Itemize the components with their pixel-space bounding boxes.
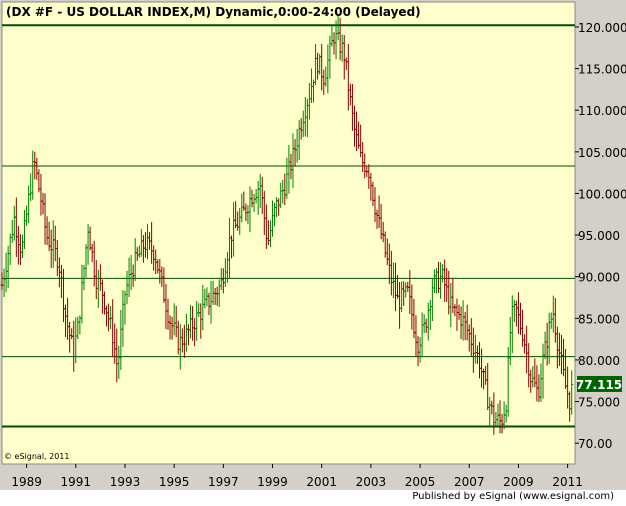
y-tick-label: 115.000 — [578, 63, 626, 77]
watermark: © eSignal, 2011 — [4, 452, 69, 461]
y-tick-label: 100.000 — [578, 187, 626, 201]
y-tick-label: 105.000 — [578, 146, 626, 160]
y-tick-label: 90.000 — [578, 271, 620, 285]
x-axis-ticks: 1989 1991 1993 1995 1997 1999 2001 2003 2005 2007… — [11, 464, 583, 489]
y-tick-label: 70.00 — [578, 437, 612, 451]
price-bars — [0, 14, 574, 435]
x-tick-label: 1993 — [110, 475, 141, 489]
x-tick-label: 1991 — [61, 475, 92, 489]
last-value-text: 77.115 — [576, 378, 622, 392]
x-tick-label: 2011 — [552, 475, 583, 489]
ohlc-bar — [570, 370, 574, 415]
y-tick-label: 80.000 — [578, 354, 620, 368]
x-tick-label: 1995 — [159, 475, 190, 489]
last-value-box — [577, 375, 622, 392]
x-tick-label: 1989 — [11, 475, 42, 489]
footer-bar: Published by eSignal (www.esignal.com) — [0, 490, 626, 506]
y-tick-label: 95.000 — [578, 229, 620, 243]
x-tick-label: 2001 — [306, 475, 337, 489]
y-tick-label: 120.000 — [578, 21, 626, 35]
y-tick-label: 85.000 — [578, 312, 620, 326]
last-value-label: 77.115 — [576, 375, 622, 392]
y-tick-label: 75.000 — [578, 396, 620, 410]
x-tick-label: 2009 — [503, 475, 534, 489]
chart-title: (DX #F - US DOLLAR INDEX,M) Dynamic,0:00… — [6, 5, 421, 19]
y-axis-ticks: 70.00 75.000 80.000 85.000 90.000 95.000 100.0… — [575, 21, 626, 451]
x-tick-label: 2007 — [454, 475, 485, 489]
x-tick-label: 1997 — [208, 475, 239, 489]
footer-text: Published by eSignal (www.esignal.com) — [412, 491, 614, 502]
x-tick-label: 2003 — [356, 475, 387, 489]
x-tick-label: 1999 — [257, 475, 288, 489]
x-tick-label: 2005 — [405, 475, 436, 489]
y-tick-label: 110.000 — [578, 104, 626, 118]
plot-area — [1, 1, 576, 465]
